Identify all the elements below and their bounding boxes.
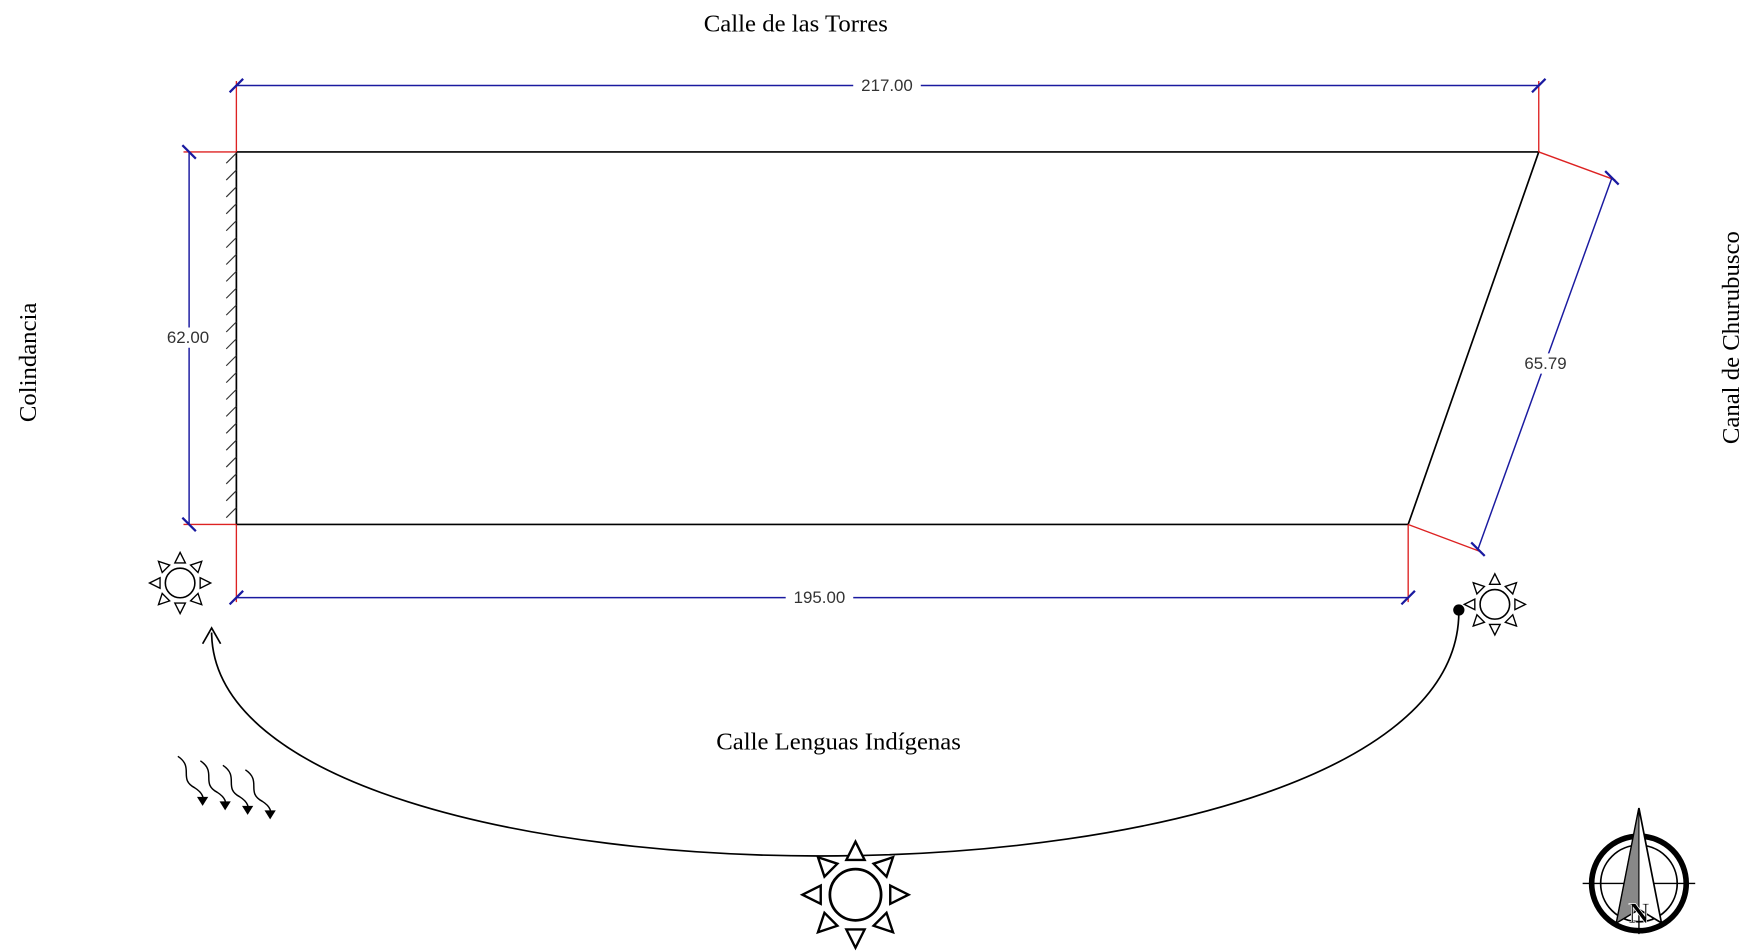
label-bg [159, 327, 217, 348]
lot-outline [235, 151, 1540, 526]
label-bg [785, 587, 854, 608]
hatch-stroke [225, 304, 237, 316]
hatch-stroke [225, 253, 237, 265]
dimension-right: 65.79 [1524, 354, 1566, 373]
dimension-top: 217.00 [861, 76, 913, 95]
hatch-stroke [225, 270, 237, 282]
hatch-stroke [225, 169, 237, 181]
hatch-stroke [225, 220, 237, 232]
street-north: Calle de las Torres [704, 11, 888, 38]
dimension-lines [181, 77, 1620, 606]
hatch-stroke [225, 203, 237, 215]
sun-path-arrow [201, 626, 222, 645]
hatch-stroke [225, 372, 237, 384]
hatch-stroke [225, 507, 237, 519]
sun-east [148, 551, 212, 615]
dimension-left: 62.00 [167, 328, 209, 347]
wind-arrowheads [196, 796, 276, 820]
sun-noon [801, 840, 910, 950]
hatch-stroke [225, 490, 237, 502]
label-bg [1517, 353, 1574, 374]
hatch-stroke [225, 355, 237, 367]
sun-path-start [1453, 604, 1465, 616]
hatch-stroke [225, 389, 237, 400]
north-arrow: N [1582, 807, 1696, 935]
hatch-stroke [225, 338, 237, 350]
street-west: Colindancia [15, 303, 42, 423]
wall-hatch [225, 152, 237, 519]
sun-west [1463, 572, 1527, 636]
hatch-stroke [225, 405, 237, 417]
sun-path [210, 609, 1460, 857]
extension-lines [183, 81, 1616, 603]
hatch-stroke [225, 321, 237, 333]
dimension-bottom: 195.00 [794, 588, 846, 607]
hatch-stroke [225, 237, 237, 248]
hatch-stroke [225, 439, 237, 451]
street-east: Canal de Churubusco [1718, 231, 1745, 444]
hatch-stroke [225, 152, 237, 164]
hatch-stroke [225, 287, 237, 299]
street-south: Calle Lenguas Indígenas [716, 729, 961, 756]
compass-label: N [1628, 898, 1649, 930]
hatch-stroke [225, 456, 237, 468]
label-bg [853, 75, 921, 96]
hatch-stroke [225, 473, 237, 485]
hatch-stroke [225, 186, 237, 198]
hatch-stroke [225, 422, 237, 434]
